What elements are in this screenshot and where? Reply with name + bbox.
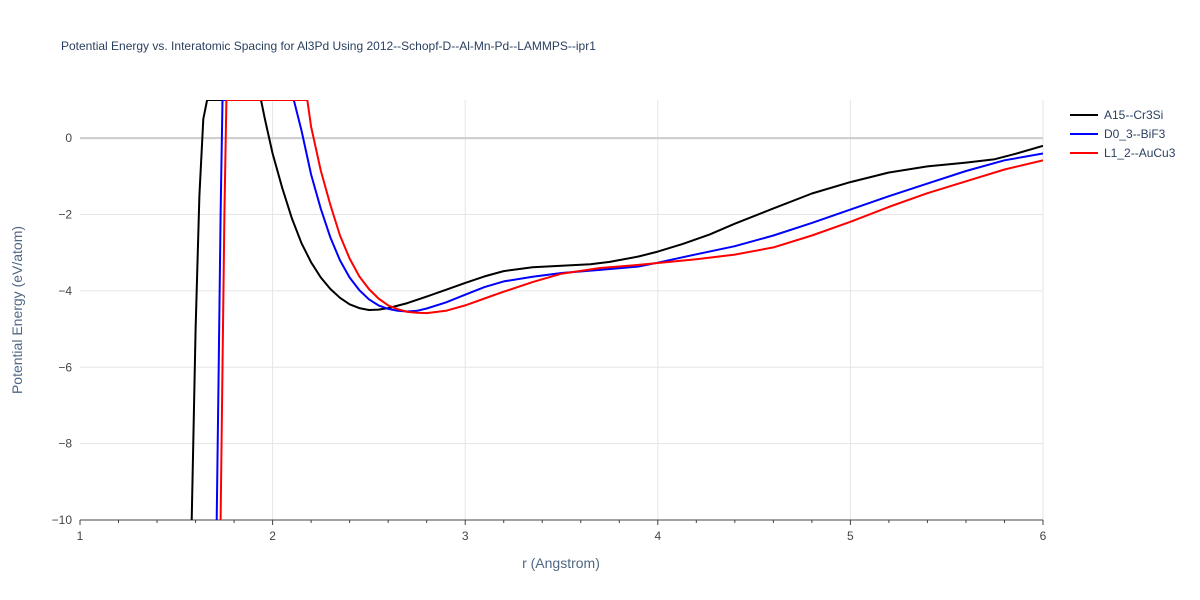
- x-tick-label: 6: [1040, 529, 1047, 543]
- legend-item[interactable]: D0_3--BiF3: [1070, 127, 1166, 141]
- legend-label: L1_2--AuCu3: [1104, 146, 1176, 160]
- y-axis-ticks: −10 −8 −6 −4 −2 0: [52, 131, 73, 527]
- series-line-2: [219, 100, 1043, 520]
- chart-title: Potential Energy vs. Interatomic Spacing…: [61, 39, 596, 53]
- y-tick-label: −6: [58, 360, 72, 374]
- legend-item[interactable]: A15--Cr3Si: [1070, 108, 1163, 122]
- series-lines: [190, 100, 1043, 520]
- x-tick-label: 5: [847, 529, 854, 543]
- x-tick-label: 2: [269, 529, 276, 543]
- grid-lines: [80, 100, 1044, 520]
- legend-label: A15--Cr3Si: [1104, 108, 1163, 122]
- legend-label: D0_3--BiF3: [1104, 127, 1166, 141]
- y-axis-label: Potential Energy (eV/atom): [9, 226, 25, 394]
- y-tick-label: −4: [58, 284, 72, 298]
- legend-item[interactable]: L1_2--AuCu3: [1070, 146, 1176, 160]
- series-line-1: [215, 100, 1043, 520]
- legend[interactable]: A15--Cr3Si D0_3--BiF3 L1_2--AuCu3: [1070, 108, 1176, 160]
- x-tick-label: 4: [654, 529, 661, 543]
- x-axis-label: r (Angstrom): [522, 555, 600, 571]
- series-line-0: [190, 100, 1043, 520]
- y-tick-label: −8: [58, 437, 72, 451]
- x-tick-label: 3: [462, 529, 469, 543]
- y-tick-label: −10: [52, 513, 73, 527]
- x-axis-ticks: 1 2 3 4 5 6: [77, 520, 1047, 543]
- x-tick-label: 1: [77, 529, 84, 543]
- y-tick-label: −2: [58, 208, 72, 222]
- y-tick-label: 0: [65, 131, 72, 145]
